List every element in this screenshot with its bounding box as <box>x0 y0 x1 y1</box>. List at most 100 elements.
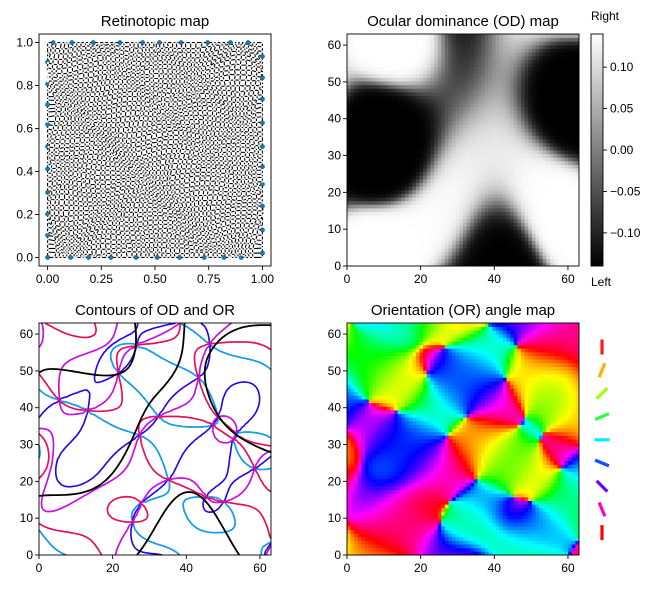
retinotopic-point <box>73 128 77 131</box>
retinotopic-point <box>198 145 201 149</box>
od-cell <box>452 200 457 205</box>
od-cell <box>463 255 468 260</box>
retinotopic-point <box>58 158 61 161</box>
retinotopic-point <box>53 209 56 212</box>
retinotopic-point <box>259 63 262 66</box>
od-cell <box>419 66 424 71</box>
od-cell <box>437 157 442 162</box>
retinotopic-point <box>121 83 125 86</box>
od-cell <box>401 226 406 231</box>
od-cell <box>473 124 478 129</box>
retinotopic-point <box>186 158 189 161</box>
retinotopic-point <box>150 125 153 128</box>
od-cell <box>437 110 442 115</box>
od-cell <box>473 168 478 173</box>
od-cell <box>390 244 395 249</box>
retinotopic-point <box>172 157 175 160</box>
retinotopic-point <box>76 223 79 227</box>
od-cell <box>415 106 420 111</box>
retinotopic-point <box>152 67 155 70</box>
od-cell <box>470 240 475 245</box>
retinotopic-point <box>156 55 159 58</box>
od-cell <box>473 48 478 53</box>
retinotopic-point <box>149 141 152 144</box>
retinotopic-point <box>110 55 113 58</box>
retinotopic-point <box>153 85 156 88</box>
od-cell <box>379 106 384 111</box>
retinotopic-point <box>73 107 76 110</box>
retinotopic-point <box>169 246 172 249</box>
od-cell <box>383 157 388 162</box>
od-cell <box>477 59 482 64</box>
retinotopic-point <box>51 63 54 66</box>
od-cell <box>394 81 399 86</box>
od-cell <box>444 197 449 202</box>
od-cell <box>481 222 486 227</box>
retinotopic-point <box>172 138 175 141</box>
retinotopic-point <box>242 226 245 229</box>
od-cell <box>459 66 464 71</box>
od-cell <box>401 128 406 133</box>
retinotopic-point <box>85 248 88 251</box>
od-cell <box>430 197 435 202</box>
retinotopic-point <box>60 174 63 177</box>
retinotopic-point <box>50 91 54 94</box>
retinotopic-point <box>226 100 229 103</box>
retinotopic-point <box>76 232 79 236</box>
od-cell <box>448 204 453 209</box>
retinotopic-point <box>151 191 154 194</box>
retinotopic-point <box>185 206 188 209</box>
od-cell <box>419 204 424 209</box>
retinotopic-point <box>78 129 81 132</box>
retinotopic-point <box>258 188 261 191</box>
od-cell <box>466 175 471 180</box>
retinotopic-point <box>96 216 99 219</box>
retinotopic-point <box>46 120 49 123</box>
od-cell <box>437 179 442 184</box>
retinotopic-point <box>244 138 247 141</box>
od-cell <box>397 41 402 46</box>
retinotopic-point <box>208 143 212 146</box>
retinotopic-point <box>91 132 94 135</box>
od-cell <box>347 135 352 140</box>
retinotopic-point <box>129 206 132 209</box>
retinotopic-point <box>233 256 236 259</box>
od-cell <box>383 164 388 169</box>
retinotopic-point <box>148 169 151 172</box>
retinotopic-point <box>101 149 104 152</box>
od-cell <box>437 200 442 205</box>
od-cell <box>434 204 439 209</box>
od-cell <box>357 222 362 227</box>
retinotopic-point <box>51 227 54 230</box>
od-cell <box>463 226 468 231</box>
retinotopic-point <box>155 168 158 172</box>
retinotopic-point <box>108 160 111 163</box>
retinotopic-point <box>233 173 236 176</box>
od-cell <box>383 52 388 57</box>
od-cell <box>376 52 381 57</box>
retinotopic-point <box>54 159 57 162</box>
retinotopic-point <box>245 190 248 193</box>
od-cell <box>350 186 355 191</box>
od-cell <box>481 128 486 133</box>
retinotopic-point <box>148 180 151 184</box>
od-cell <box>354 237 359 242</box>
od-cell <box>365 175 370 180</box>
retinotopic-point <box>80 170 83 174</box>
od-cell <box>426 244 431 249</box>
od-cell <box>354 204 359 209</box>
od-cell <box>426 66 431 71</box>
od-cell <box>481 44 486 49</box>
retinotopic-point <box>148 237 151 240</box>
retinotopic-point <box>204 147 207 150</box>
od-cell <box>481 153 486 158</box>
retinotopic-point <box>129 180 132 183</box>
od-cell <box>441 34 446 39</box>
od-cell <box>347 215 352 220</box>
retinotopic-point <box>201 242 204 245</box>
retinotopic-point <box>166 180 169 183</box>
od-cell <box>379 189 384 194</box>
od-cell <box>473 128 478 133</box>
od-cell <box>415 84 420 89</box>
retinotopic-point <box>123 230 126 233</box>
